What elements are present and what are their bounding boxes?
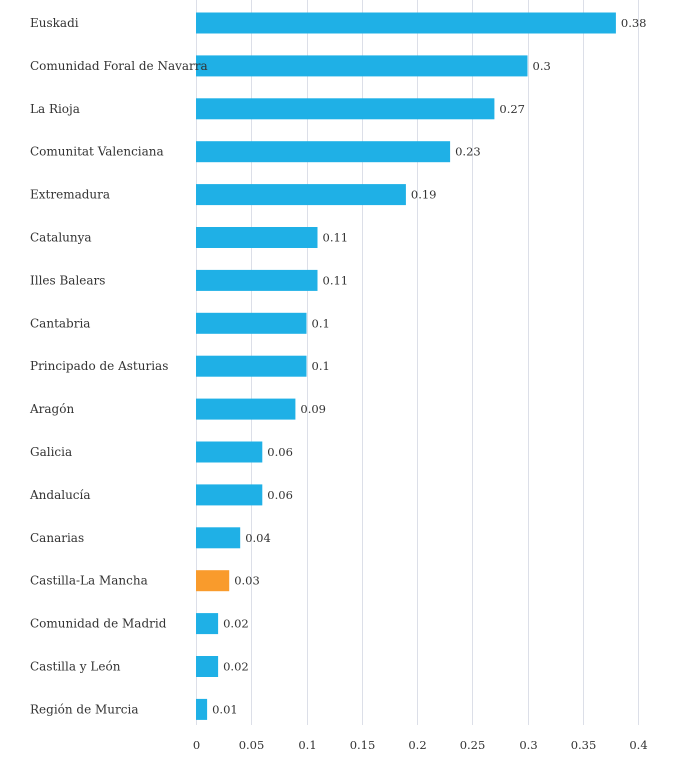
value-label: 0.06	[267, 488, 293, 502]
x-tick-label: 0.05	[239, 738, 265, 752]
value-label: 0.27	[499, 102, 525, 116]
value-label: 0.02	[223, 660, 249, 674]
value-label: 0.06	[267, 445, 293, 459]
x-tick-label: 0.3	[519, 738, 537, 752]
category-label: Extremadura	[30, 188, 110, 202]
bar	[196, 656, 219, 677]
value-label: 0.01	[212, 702, 238, 716]
value-label: 0.02	[223, 617, 249, 631]
category-label: Aragón	[29, 402, 74, 416]
value-label: 0.09	[300, 402, 326, 416]
value-label: 0.3	[533, 59, 551, 73]
value-label: 0.23	[455, 145, 481, 159]
bar	[196, 570, 230, 592]
category-label: Canarias	[30, 531, 84, 545]
bar	[196, 184, 406, 206]
category-label: Principado de Asturias	[30, 359, 168, 373]
category-label: Illes Balears	[30, 273, 105, 287]
category-label: La Rioja	[30, 102, 80, 116]
x-axis-ticks: 0 0.05 0.1 0.15 0.2 0.25 0.3 0.35 0.4	[193, 738, 648, 752]
value-label: 0.11	[323, 231, 349, 245]
bar	[196, 227, 318, 248]
x-tick-label: 0	[193, 738, 200, 752]
x-tick-label: 0.1	[298, 738, 316, 752]
bar	[196, 141, 451, 163]
bar	[196, 55, 528, 77]
value-labels: 0.38 0.3 0.27 0.23 0.19 0.11 0.11 0.1 0.1 0.09 0.0…	[212, 16, 646, 716]
bar	[196, 312, 307, 334]
bar	[196, 12, 616, 34]
value-label: 0.03	[234, 574, 260, 588]
bar	[196, 355, 307, 377]
value-label: 0.11	[323, 273, 349, 287]
category-label: Comunitat Valenciana	[30, 145, 164, 159]
category-label: Castilla-La Mancha	[30, 574, 148, 588]
bar	[196, 98, 495, 120]
category-label: Cantabria	[30, 316, 90, 330]
value-label: 0.38	[621, 16, 647, 30]
value-label: 0.19	[411, 188, 437, 202]
x-tick-label: 0.2	[408, 738, 426, 752]
bar	[196, 484, 263, 506]
bars	[196, 12, 616, 720]
value-label: 0.04	[245, 531, 271, 545]
category-label: Comunidad Foral de Navarra	[30, 59, 208, 73]
value-label: 0.1	[312, 359, 330, 373]
category-label: Galicia	[30, 445, 72, 459]
x-tick-label: 0.15	[350, 738, 376, 752]
bar	[196, 698, 208, 720]
gridlines	[196, 0, 639, 725]
category-label: Catalunya	[30, 231, 92, 245]
category-labels: Euskadi Comunidad Foral de Navarra La Rioj…	[29, 16, 208, 716]
x-tick-label: 0.25	[460, 738, 486, 752]
x-tick-label: 0.4	[629, 738, 647, 752]
value-label: 0.1	[312, 316, 330, 330]
bar	[196, 398, 296, 420]
category-label: Región de Murcia	[30, 702, 139, 716]
x-tick-label: 0.35	[571, 738, 597, 752]
bar	[196, 269, 318, 291]
bar	[196, 441, 263, 463]
category-label: Comunidad de Madrid	[30, 617, 167, 631]
category-label: Andalucía	[29, 488, 91, 502]
category-label: Euskadi	[30, 16, 79, 30]
category-label: Castilla y León	[30, 660, 121, 674]
bar	[196, 613, 219, 635]
bar	[196, 527, 241, 549]
